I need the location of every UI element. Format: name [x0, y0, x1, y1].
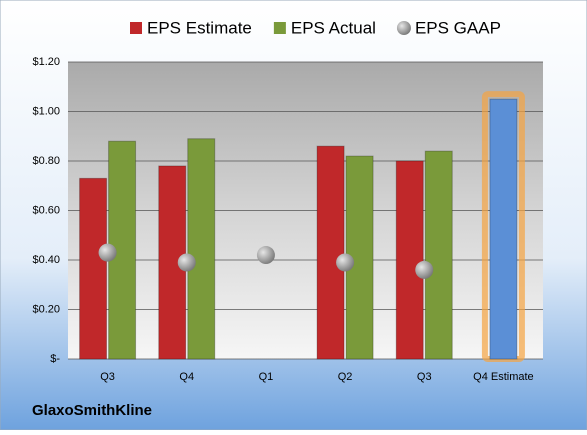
y-tick-label: $1.00	[32, 105, 60, 117]
y-tick-label: $0.20	[32, 303, 60, 315]
legend-label: EPS Estimate	[147, 18, 252, 37]
y-tick-label: $0.40	[32, 254, 60, 266]
bar	[79, 177, 108, 360]
legend-label: EPS Actual	[291, 18, 376, 37]
x-tick-label: Q1	[259, 371, 274, 383]
legend-marker	[273, 22, 286, 34]
x-tick-label: Q3	[417, 371, 432, 383]
x-tick-label: Q3	[100, 371, 115, 383]
y-tick-label: $-	[50, 353, 60, 365]
bar	[424, 150, 453, 360]
legend-label: EPS GAAP	[415, 18, 501, 37]
x-tick-label: Q4	[179, 371, 194, 383]
gaap-marker	[98, 243, 117, 262]
gaap-marker	[415, 260, 434, 279]
legend-marker	[396, 21, 411, 35]
bar	[187, 138, 216, 360]
gaap-marker	[177, 253, 196, 272]
bar	[395, 160, 424, 360]
y-tick-label: $0.80	[32, 155, 60, 167]
bar	[489, 98, 518, 360]
gaap-marker	[336, 253, 355, 272]
gaap-marker	[256, 246, 275, 265]
x-tick-label: Q2	[338, 371, 353, 383]
x-tick-label: Q4 Estimate	[473, 371, 534, 383]
y-tick-label: $1.20	[32, 56, 60, 68]
y-tick-label: $0.60	[32, 204, 60, 216]
legend-marker	[130, 22, 142, 34]
bar	[316, 145, 345, 360]
chart-title: GlaxoSmithKline	[32, 402, 152, 419]
